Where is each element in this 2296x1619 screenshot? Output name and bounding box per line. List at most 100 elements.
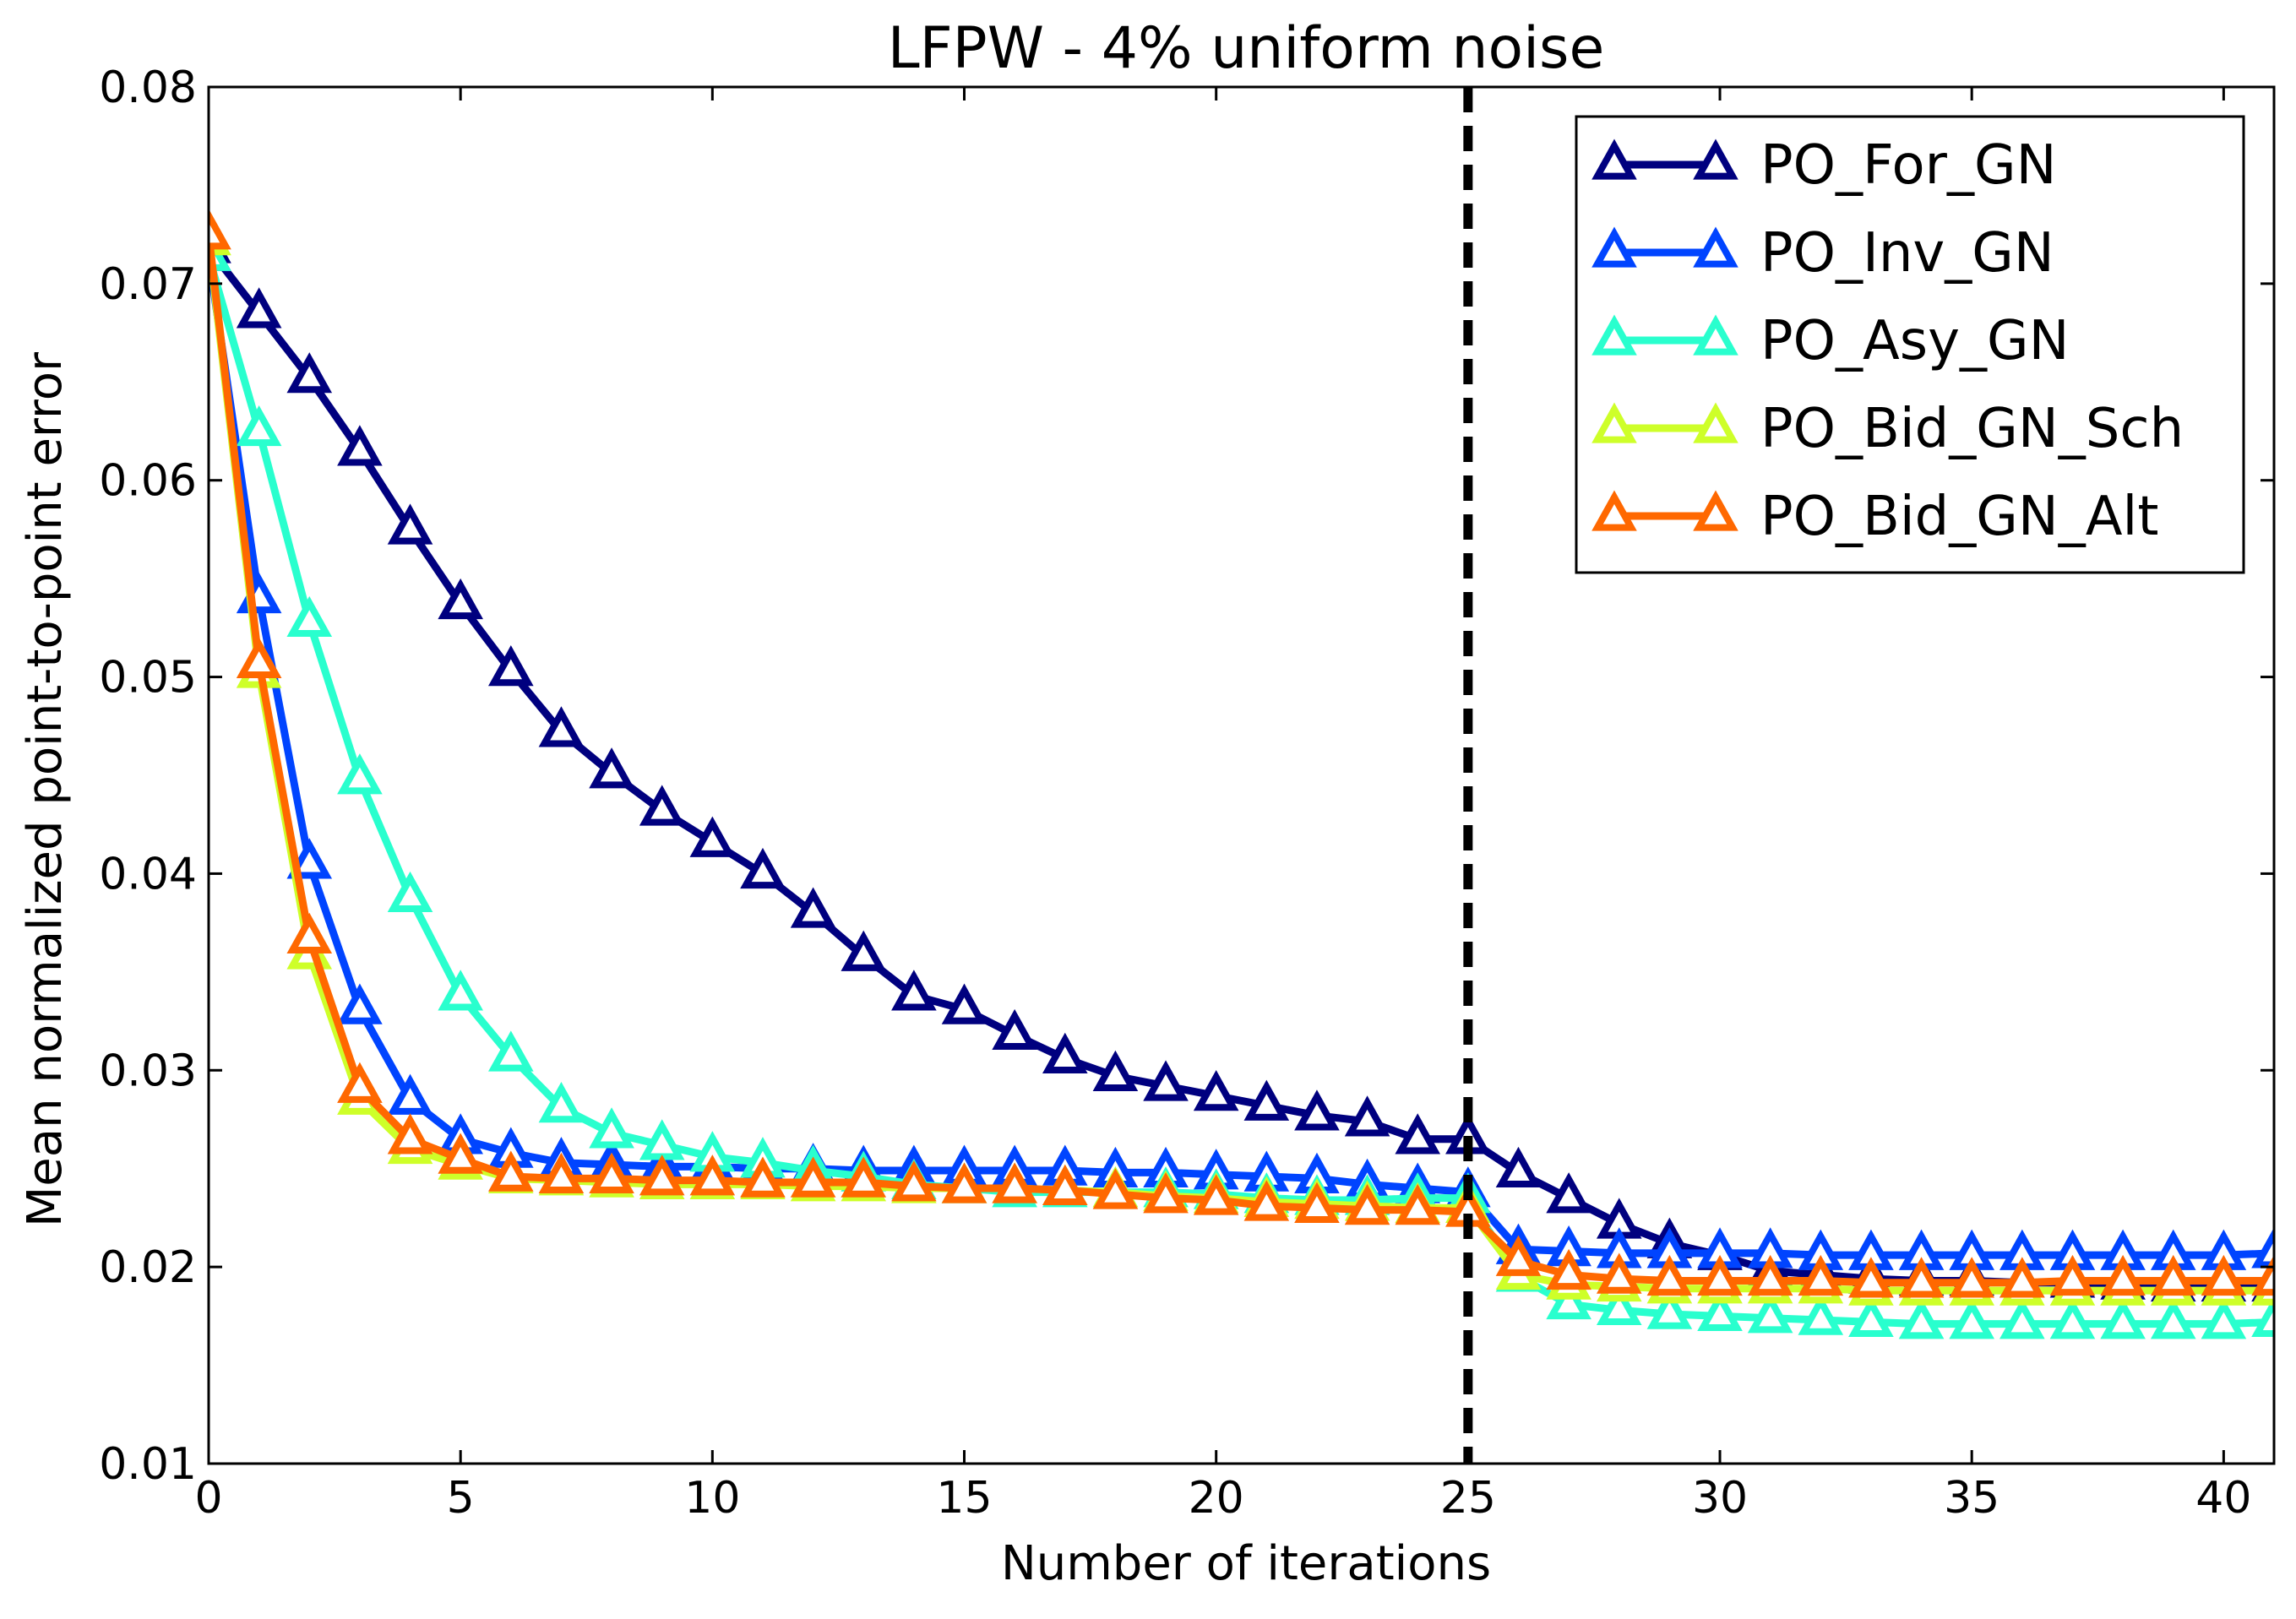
data-point-PO_Asy_GN-1 bbox=[236, 405, 282, 447]
data-point-PO_Bid_GN_Alt-33 bbox=[1848, 1257, 1894, 1298]
data-point-PO_Bid_GN_Alt-28 bbox=[1596, 1252, 1642, 1294]
data-point-PO_Asy_GN-4 bbox=[387, 871, 433, 913]
x-tick-label-20: 20 bbox=[1189, 1473, 1244, 1524]
x-tick-label-5: 5 bbox=[447, 1473, 475, 1524]
data-point-PO_Asy_GN-36 bbox=[1999, 1298, 2045, 1339]
data-point-PO_Bid_GN_Alt-36 bbox=[1999, 1257, 2045, 1298]
data-point-PO_Asy_GN-2 bbox=[286, 595, 333, 638]
data-point-PO_Bid_GN_Alt-16 bbox=[992, 1162, 1037, 1203]
data-point-PO_Bid_GN_Alt-39 bbox=[2150, 1254, 2196, 1296]
data-point-PO_For_GN-24 bbox=[1395, 1113, 1441, 1154]
data-point-PO_Bid_GN_Alt-31 bbox=[1747, 1254, 1793, 1296]
data-point-PO_Bid_GN_Alt-27 bbox=[1546, 1248, 1591, 1290]
data-point-PO_For_GN-3 bbox=[337, 425, 383, 466]
legend-marker-left-PO_For_GN bbox=[1591, 139, 1637, 180]
data-point-PO_Inv_GN-4 bbox=[387, 1073, 433, 1115]
data-point-PO_Bid_GN_Alt-3 bbox=[337, 1062, 383, 1103]
data-point-PO_Bid_GN_Alt-24 bbox=[1395, 1184, 1441, 1225]
data-point-PO_Asy_GN-32 bbox=[1798, 1294, 1844, 1335]
data-point-PO_For_GN-2 bbox=[286, 352, 333, 394]
data-point-PO_Inv_GN-3 bbox=[337, 983, 383, 1024]
y-tick-label-6: 0.07 bbox=[99, 259, 197, 310]
data-point-PO_Bid_GN_Alt-13 bbox=[841, 1156, 887, 1198]
data-point-PO_Bid_GN_Alt-37 bbox=[2049, 1254, 2096, 1296]
data-point-PO_Bid_GN_Alt-12 bbox=[790, 1156, 836, 1198]
data-point-PO_Bid_GN_Alt-21 bbox=[1243, 1180, 1290, 1221]
y-tick-label-1: 0.02 bbox=[99, 1242, 197, 1293]
data-point-PO_For_GN-7 bbox=[538, 706, 585, 747]
data-point-PO_For_GN-14 bbox=[891, 970, 937, 1011]
data-point-PO_Bid_GN_Alt-32 bbox=[1798, 1254, 1844, 1296]
data-point-PO_Bid_GN_Alt-30 bbox=[1697, 1254, 1743, 1296]
data-point-PO_For_GN-6 bbox=[488, 645, 534, 687]
legend-marker-right-PO_For_GN bbox=[1693, 139, 1738, 180]
series-group bbox=[209, 209, 2274, 1339]
axes: 0 5 10 15 20 25 30 35 40 0.01 0.02 0.03 0.04 0.05 0.06… bbox=[99, 62, 2276, 1524]
legend-marker-left-PO_Inv_GN bbox=[1591, 226, 1637, 268]
legend-box bbox=[1575, 115, 2245, 574]
data-point-PO_For_GN-26 bbox=[1495, 1146, 1542, 1188]
data-point-PO_For_GN-5 bbox=[438, 578, 483, 620]
data-point-PO_Asy_GN-35 bbox=[1949, 1298, 1994, 1339]
legend-marker-right-PO_Bid_GN_Sch bbox=[1693, 402, 1738, 443]
y-tick-label-2: 0.03 bbox=[99, 1046, 197, 1096]
legend-label-PO_Bid_GN_Alt: PO_Bid_GN_Alt bbox=[1760, 486, 2158, 548]
data-point-PO_Asy_GN-30 bbox=[1697, 1290, 1743, 1332]
legend-label-PO_Inv_GN: PO_Inv_GN bbox=[1760, 222, 2054, 285]
legend-marker-left-PO_Bid_GN_Alt bbox=[1591, 490, 1637, 531]
axes-frame bbox=[207, 85, 2276, 1465]
data-point-PO_Bid_GN_Alt-41 bbox=[2251, 1254, 2274, 1296]
data-point-PO_Bid_GN_Alt-0 bbox=[209, 209, 231, 250]
x-tick-label-10: 10 bbox=[684, 1473, 740, 1524]
x-axis-label: Number of iterations bbox=[1001, 1536, 1491, 1591]
y-tick-label-4: 0.05 bbox=[99, 653, 197, 704]
data-point-PO_Asy_GN-33 bbox=[1848, 1296, 1894, 1338]
data-point-PO_Asy_GN-9 bbox=[639, 1119, 685, 1160]
legend-marker-left-PO_Asy_GN bbox=[1591, 314, 1637, 356]
data-point-PO_For_GN-20 bbox=[1193, 1070, 1239, 1111]
data-point-PO_Bid_GN_Alt-8 bbox=[589, 1152, 634, 1194]
data-point-PO_Inv_GN-2 bbox=[286, 838, 333, 879]
legend-marker-left-PO_Bid_GN_Sch bbox=[1591, 402, 1637, 443]
data-point-PO_Bid_GN_Alt-29 bbox=[1646, 1254, 1693, 1296]
legend-label-PO_Bid_GN_Sch: PO_Bid_GN_Sch bbox=[1760, 398, 2184, 460]
data-point-PO_Asy_GN-8 bbox=[589, 1107, 634, 1149]
legend-marker-right-PO_Inv_GN bbox=[1693, 226, 1738, 268]
data-point-PO_Bid_GN_Alt-17 bbox=[1042, 1164, 1088, 1206]
data-point-PO_Bid_GN_Alt-35 bbox=[1949, 1257, 1994, 1298]
data-point-PO_Asy_GN-7 bbox=[538, 1081, 585, 1123]
data-point-PO_Bid_GN_Alt-10 bbox=[689, 1154, 736, 1196]
data-point-PO_For_GN-19 bbox=[1143, 1060, 1189, 1101]
data-point-PO_Asy_GN-28 bbox=[1596, 1284, 1642, 1326]
data-point-PO_For_GN-8 bbox=[589, 747, 634, 789]
data-point-PO_Asy_GN-41 bbox=[2251, 1296, 2274, 1338]
data-point-PO_Bid_GN_Alt-15 bbox=[941, 1162, 987, 1203]
data-point-PO_Bid_GN_Alt-6 bbox=[488, 1150, 534, 1192]
data-point-PO_For_GN-4 bbox=[387, 503, 433, 545]
data-point-PO_Asy_GN-3 bbox=[337, 753, 383, 795]
data-point-PO_For_GN-9 bbox=[639, 785, 685, 826]
data-point-PO_Asy_GN-38 bbox=[2100, 1298, 2146, 1339]
x-tick-label-40: 40 bbox=[2195, 1473, 2251, 1524]
legend: PO_For_GN PO_Inv_GN PO_Asy_GN PO_Bid_GN_Sch… bbox=[1575, 115, 2245, 574]
data-point-PO_Bid_GN_Alt-19 bbox=[1143, 1172, 1189, 1214]
data-point-PO_Bid_GN_Alt-2 bbox=[286, 912, 333, 953]
y-tick-label-3: 0.04 bbox=[99, 849, 197, 899]
legend-label-PO_Asy_GN: PO_Asy_GN bbox=[1760, 310, 2069, 372]
x-tick-label-0: 0 bbox=[194, 1473, 222, 1524]
x-tick-label-35: 35 bbox=[1944, 1473, 1999, 1524]
legend-label-PO_For_GN: PO_For_GN bbox=[1760, 134, 2056, 197]
data-point-PO_Bid_GN_Alt-34 bbox=[1898, 1257, 1945, 1298]
data-point-PO_For_GN-16 bbox=[992, 1008, 1037, 1051]
data-point-PO_Bid_GN_Alt-18 bbox=[1092, 1168, 1139, 1209]
legend-marker-right-PO_Asy_GN bbox=[1693, 314, 1738, 356]
data-point-PO_Bid_GN_Alt-22 bbox=[1294, 1182, 1340, 1223]
chart-title: LFPW - 4% uniform noise bbox=[888, 15, 1605, 82]
data-point-PO_Bid_GN_Alt-9 bbox=[639, 1154, 685, 1196]
data-point-PO_Bid_GN_Alt-7 bbox=[538, 1152, 585, 1194]
data-point-PO_Bid_GN_Alt-40 bbox=[2201, 1254, 2247, 1296]
data-point-PO_For_GN-23 bbox=[1344, 1095, 1390, 1137]
data-point-PO_Asy_GN-39 bbox=[2150, 1298, 2196, 1339]
